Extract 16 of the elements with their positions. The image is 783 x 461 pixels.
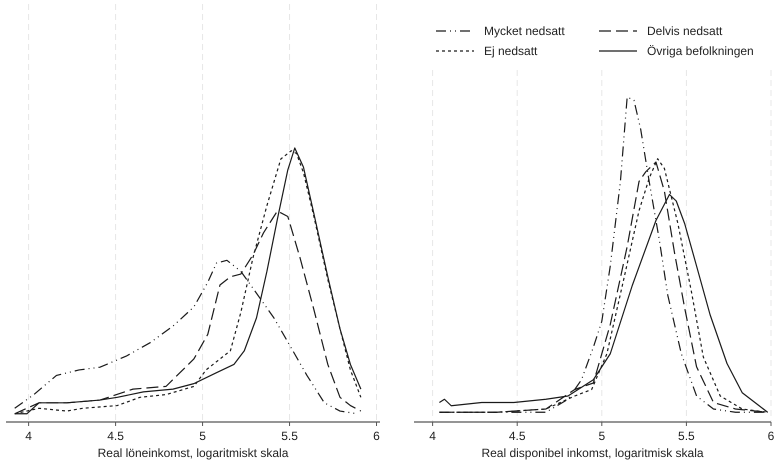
x-tick-label: 4.5	[508, 429, 526, 443]
x-axis-title: Real disponibel inkomst, logaritmisk skala	[481, 446, 704, 460]
x-tick-label: 6	[768, 429, 775, 443]
x-tick-label: 4	[429, 429, 436, 443]
x-tick-label: 5.5	[678, 429, 696, 443]
x-tick-label: 5.5	[281, 429, 298, 443]
legend-label: Delvis nedsatt	[647, 24, 724, 38]
x-tick-label: 4	[25, 429, 32, 443]
x-tick-label: 6	[373, 429, 380, 443]
x-tick-label: 5	[199, 429, 206, 443]
legend-label: Ej nedsatt	[484, 44, 538, 58]
x-axis-title: Real löneinkomst, logaritmiskt skala	[98, 446, 289, 460]
legend-label: Mycket nedsatt	[484, 24, 566, 38]
x-tick-label: 4.5	[107, 429, 124, 443]
legend-label: Övriga befolkningen	[647, 44, 754, 58]
x-tick-label: 5	[598, 429, 606, 443]
